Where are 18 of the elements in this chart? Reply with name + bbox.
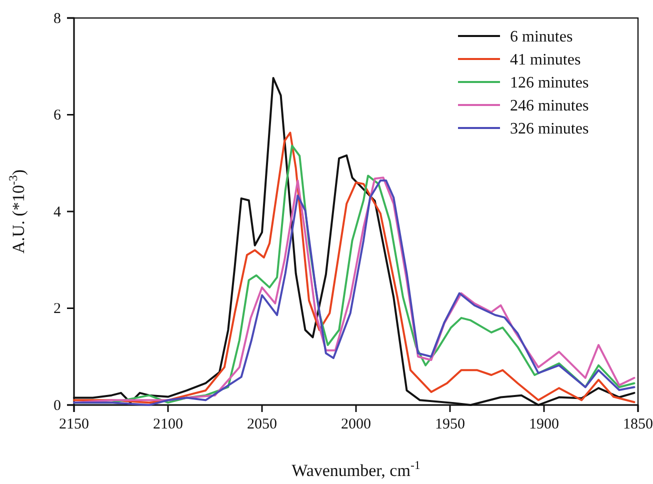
legend-label: 326 minutes — [510, 120, 589, 138]
x-tick-label: 2000 — [341, 416, 371, 433]
x-axis-title: Wavenumber, cm$^{-1}$ — [292, 458, 420, 480]
y-tick-label: 6 — [54, 108, 62, 124]
x-tick-label: 2100 — [153, 416, 183, 433]
y-tick-label: 4 — [54, 204, 62, 220]
x-tick-label: 2150 — [59, 416, 89, 433]
x-tick-label: 2050 — [247, 416, 277, 433]
legend-label: 6 minutes — [510, 28, 573, 46]
y-tick-label: 0 — [54, 398, 61, 414]
legend-label: 41 minutes — [510, 52, 581, 69]
x-tick-label: 1900 — [529, 416, 559, 433]
legend-label: 246 minutes — [510, 98, 589, 115]
y-tick-label: 2 — [54, 301, 61, 318]
x-tick-label: 1950 — [435, 416, 465, 433]
y-tick-label: 8 — [54, 10, 61, 27]
legend-label: 126 minutes — [510, 74, 589, 92]
x-tick-label: 1850 — [623, 416, 653, 433]
